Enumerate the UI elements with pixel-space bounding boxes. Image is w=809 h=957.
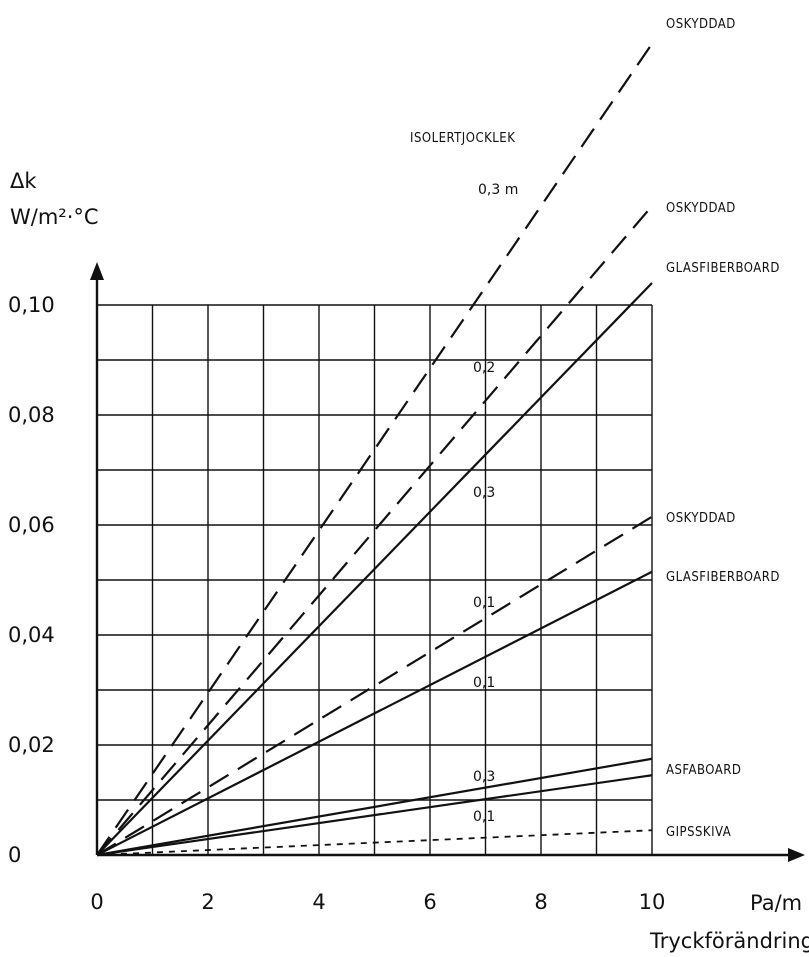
x-tick-label: 4 — [312, 890, 325, 914]
y-axis-symbol: Δk — [10, 169, 37, 193]
series-line — [96, 515, 653, 856]
y-axis-unit: W/m²·°C — [10, 205, 99, 229]
y-tick-label: 0,06 — [8, 513, 55, 537]
y-tick-label: 0 — [8, 843, 21, 867]
series-line — [96, 282, 653, 856]
y-tick-labels: 0 0,02 0,04 0,06 0,08 0,10 — [8, 293, 55, 867]
thickness-label: 0,3 m — [478, 182, 518, 198]
series-labels: OSKYDDAD OSKYDDAD GLASFIBERBOARD OSKYDDAD GL… — [666, 17, 780, 840]
x-tick-label: 2 — [201, 890, 214, 914]
series-line — [96, 774, 653, 857]
series-line — [96, 205, 653, 856]
y-tick-label: 0,04 — [8, 623, 55, 647]
x-tick-label: 6 — [423, 890, 436, 914]
x-tick-label: 8 — [534, 890, 547, 914]
series-label: GLASFIBERBOARD — [666, 261, 780, 276]
x-tick-label: 10 — [639, 890, 666, 914]
y-tick-label: 0,08 — [8, 403, 55, 427]
thickness-label: 0,1 — [473, 595, 495, 611]
x-tick-labels: 0 2 4 6 8 10 — [90, 890, 665, 914]
thickness-label: 0,3 — [473, 485, 495, 501]
thickness-header: ISOLERTJOCKLEK — [410, 131, 515, 146]
thickness-label: 0,1 — [473, 809, 495, 825]
y-axis-arrow — [90, 262, 104, 280]
chart-grid — [97, 304, 653, 855]
thickness-label: 0,3 — [473, 769, 495, 785]
x-tick-label: 0 — [90, 890, 103, 914]
thickness-label: 0,2 — [473, 360, 495, 376]
chart-axes — [90, 262, 805, 862]
series-line — [96, 570, 653, 856]
series-label: GIPSSKIVA — [666, 825, 731, 840]
x-axis-unit: Pa/m — [750, 891, 802, 915]
series-label: ASFABOARD — [666, 763, 741, 778]
series-label: OSKYDDAD — [666, 201, 736, 216]
x-axis-arrow — [788, 848, 805, 862]
series-line — [96, 757, 653, 857]
thickness-label: 0,1 — [473, 675, 495, 691]
series-line — [96, 829, 653, 856]
y-tick-label: 0,02 — [8, 733, 55, 757]
thickness-labels: 0,3 m 0,2 0,3 0,1 0,1 0,3 0,1 — [473, 182, 518, 825]
series-label: OSKYDDAD — [666, 511, 736, 526]
series-lines — [96, 43, 653, 857]
series-label: GLASFIBERBOARD — [666, 570, 780, 585]
y-tick-label: 0,10 — [8, 293, 55, 317]
series-label: OSKYDDAD — [666, 17, 736, 32]
x-axis-title: Tryckförändring — [649, 929, 809, 953]
